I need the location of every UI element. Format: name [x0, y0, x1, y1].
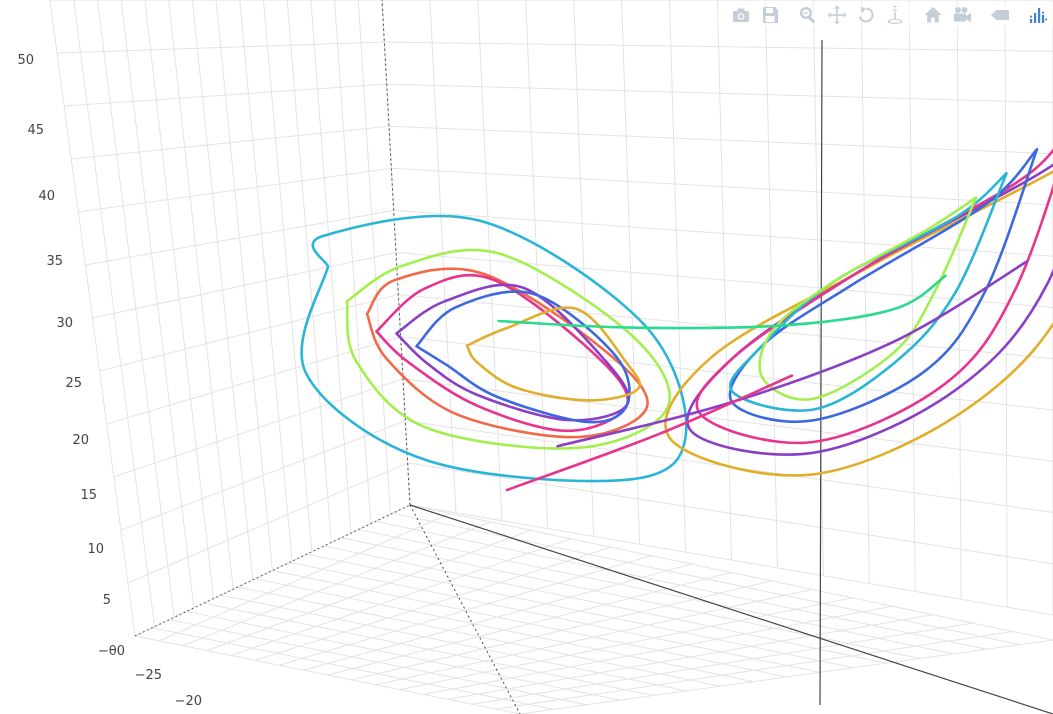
reset-camera-button[interactable] [920, 4, 946, 26]
plotly-logo-icon [1030, 8, 1048, 23]
z-axis-line [381, 0, 411, 506]
z-tick-label: 40 [38, 189, 55, 204]
floppy-disk-icon [763, 7, 778, 23]
grid-line [182, 521, 491, 647]
grid-line [471, 622, 973, 705]
grid-line [85, 209, 394, 266]
movie-camera-icon [954, 7, 971, 22]
magnifier-icon [800, 7, 816, 24]
z-tick-label: 50 [17, 53, 34, 68]
grid-line [207, 529, 531, 652]
tooltip-tag-icon [991, 10, 1009, 20]
turntable-icon [887, 6, 903, 24]
grid-line [386, 83, 1053, 103]
series-line[interactable] [465, 306, 642, 402]
grid-line [393, 209, 1053, 257]
grid-line [106, 336, 401, 425]
grid-line [409, 504, 1053, 616]
home-icon [924, 7, 942, 23]
floor-front-axis-line [409, 504, 521, 714]
grid-line [113, 378, 404, 478]
grid-line [92, 252, 397, 319]
series-line[interactable] [415, 290, 631, 424]
grid-line [447, 614, 933, 700]
grid-line [120, 420, 406, 531]
camera-icon [733, 8, 749, 22]
grid-line [395, 252, 1053, 308]
modebar [718, 3, 1053, 27]
grid-line [127, 462, 408, 584]
modebar-group-hover [987, 4, 1013, 26]
plotly-logo-link[interactable] [1025, 4, 1051, 26]
series-line[interactable] [505, 374, 794, 492]
grid-line [391, 167, 1053, 206]
z-tick-label: 15 [80, 488, 97, 503]
grid-line [495, 631, 1013, 710]
modebar-group-logo [1025, 4, 1051, 26]
series-line[interactable] [695, 110, 1053, 445]
download-png-button[interactable] [728, 4, 754, 26]
series-line[interactable] [728, 172, 1008, 412]
series-line[interactable] [365, 267, 649, 439]
zoom-button[interactable] [795, 4, 821, 26]
grid-line [400, 336, 1053, 411]
grid-line [384, 41, 1053, 52]
z-tick-label: 20 [72, 433, 89, 448]
series-line[interactable] [664, 72, 1053, 477]
grid-line [388, 125, 1053, 155]
grid-line [351, 580, 772, 681]
series-line[interactable] [728, 147, 1039, 423]
series-line[interactable] [497, 274, 947, 330]
grid-line [64, 83, 387, 107]
series-line[interactable] [686, 96, 1053, 456]
grid-line [303, 563, 692, 671]
grid-line [327, 572, 732, 676]
z-tick-label: 45 [27, 123, 44, 138]
z-tick-label: 25 [65, 376, 82, 391]
save-button[interactable] [757, 4, 783, 26]
grid-line [255, 546, 612, 661]
pan-button[interactable] [824, 4, 850, 26]
orbit-rotation-button[interactable] [853, 4, 879, 26]
grid [49, 0, 1053, 714]
series-line[interactable] [345, 248, 671, 450]
grid-line [231, 538, 571, 656]
z-tick-label: 35 [46, 254, 63, 269]
grid-line [402, 378, 1053, 462]
x-tick-label: −25 [135, 668, 162, 683]
modebar-group-export [728, 4, 783, 26]
x-tick-label: −20 [175, 694, 202, 709]
modebar-group-camera [920, 4, 975, 26]
series-line[interactable] [556, 260, 1028, 448]
z-tick-label: −θ0 [98, 644, 125, 659]
modebar-group-drag [795, 4, 908, 26]
z-tick-label: 10 [87, 542, 104, 557]
z-tick-label: 5 [103, 593, 111, 608]
grid-line [423, 605, 893, 695]
hover-toggle-button[interactable] [987, 4, 1013, 26]
grid-line [407, 462, 1053, 565]
grid-line [279, 555, 652, 666]
grid-line [158, 512, 451, 642]
move-arrows-icon [827, 5, 847, 25]
grid-line [375, 588, 812, 686]
grid-line [399, 597, 853, 691]
grid-line [78, 167, 392, 213]
tick-labels: 50 45 40 35 30 25 20 15 10 5 −θ0 −25 −20 [17, 53, 202, 709]
series-line[interactable] [300, 214, 688, 483]
left-floor-edge-line [134, 504, 411, 637]
last-save-camera-button[interactable] [949, 4, 975, 26]
grid-line [99, 294, 399, 372]
series-group [300, 72, 1053, 492]
grid-line [519, 639, 1053, 714]
floor-axis-line [409, 504, 1053, 714]
series-line[interactable] [758, 196, 978, 401]
orbit-rotation-icon [858, 6, 874, 23]
turntable-rotation-button[interactable] [882, 4, 908, 26]
grid-line [71, 125, 390, 160]
grid-line [57, 41, 385, 54]
z-tick-label: 30 [56, 316, 73, 331]
